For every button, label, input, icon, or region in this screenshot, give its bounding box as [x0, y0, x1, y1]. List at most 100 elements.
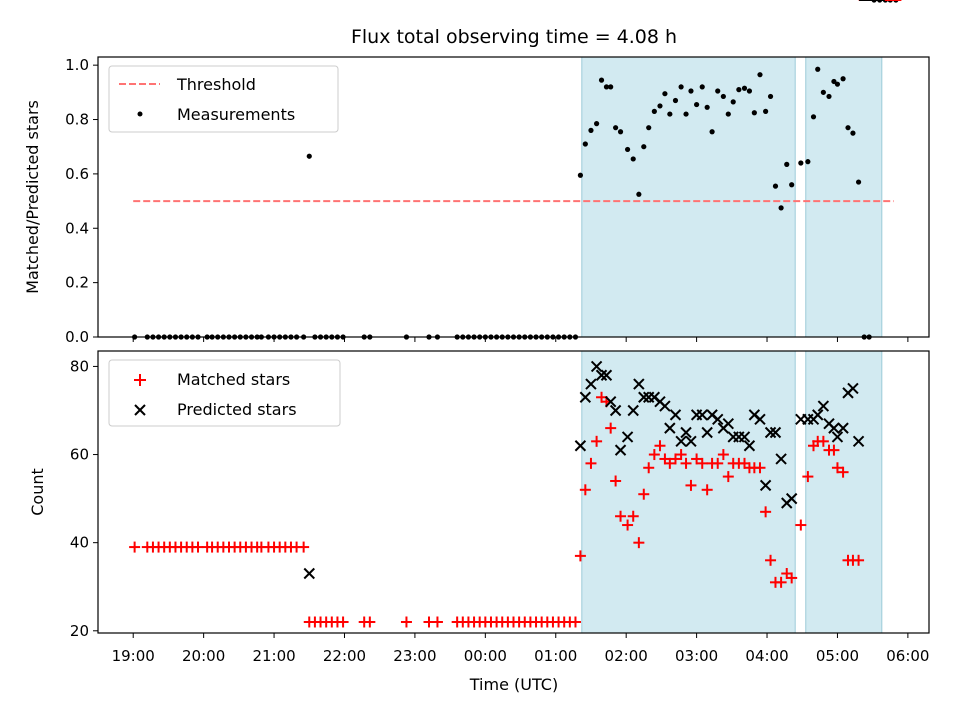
- measurement-point: [704, 104, 710, 110]
- matched-star-marker: [400, 616, 412, 628]
- marker-stroke: [701, 426, 713, 439]
- measurement-point: [840, 76, 846, 82]
- predicted-star-marker: [638, 391, 650, 403]
- predicted-star-marker: [852, 435, 865, 448]
- predicted-star-marker: [303, 567, 315, 580]
- predicted-star-marker: [837, 422, 849, 434]
- observing-windows: [581, 350, 883, 634]
- matched-star-marker: [765, 554, 777, 566]
- marker-stroke: [669, 409, 682, 421]
- matched-star-marker: [685, 479, 697, 491]
- matched-star-marker: [802, 471, 814, 483]
- marker-stroke: [706, 409, 718, 421]
- y-tick-label: 80: [70, 357, 89, 375]
- measurement-point: [678, 84, 684, 90]
- marker-stroke: [590, 360, 603, 373]
- marker-stroke: [759, 479, 772, 492]
- matched-star-marker: [431, 616, 443, 628]
- matched-star-marker: [574, 550, 586, 562]
- predicted-star-marker: [764, 426, 777, 439]
- marker-stroke: [769, 426, 782, 439]
- marker-stroke: [604, 395, 617, 408]
- predicted-star-marker: [627, 404, 639, 417]
- predicted-star-marker: [754, 413, 766, 426]
- matched-star-marker: [760, 506, 772, 518]
- marker-stroke: [852, 435, 865, 448]
- x-tick-label: 23:00: [393, 647, 436, 665]
- x-axis-label: Time (UTC): [469, 675, 558, 694]
- top-legend: Threshold Measurements: [108, 65, 339, 133]
- marker-stroke: [675, 435, 687, 448]
- bottom-axes-frame: [97, 350, 930, 634]
- predicted-star-marker: [685, 435, 697, 448]
- marker-stroke: [633, 378, 645, 390]
- x-tick-label: 04:00: [745, 647, 788, 665]
- marker-stroke: [712, 413, 724, 426]
- matched-star-marker: [638, 488, 650, 500]
- x-tick-label: 20:00: [182, 647, 225, 665]
- y-tick-label: 0.6: [65, 165, 89, 183]
- predicted-star-marker: [817, 400, 830, 412]
- top-y-ticks: 0.0 0.2 0.4 0.6 0.8 1.0: [65, 56, 98, 346]
- measurement-point: [667, 111, 673, 117]
- measurement-point: [751, 110, 757, 116]
- top-axes-frame: [97, 56, 930, 338]
- predicted-star-marker: [621, 431, 634, 443]
- marker-stroke: [785, 492, 798, 505]
- predicted-star-marker: [847, 382, 859, 395]
- measurement-point: [730, 99, 736, 105]
- predicted-star-marker: [574, 440, 587, 452]
- matched-star-marker: [712, 457, 724, 469]
- predicted-star-marker: [675, 435, 687, 448]
- measurement-point: [845, 125, 851, 131]
- threshold-legend-label: Threshold: [176, 75, 256, 94]
- matched-star-marker: [337, 616, 349, 628]
- measurement-point: [613, 125, 619, 131]
- measurement-point: [720, 93, 726, 100]
- marker-stroke: [847, 382, 859, 395]
- measurement-point: [594, 121, 600, 127]
- measurement-point: [805, 159, 811, 165]
- predicted-star-marker: [701, 426, 713, 439]
- marker-stroke: [754, 413, 766, 426]
- predicted-star-marker: [604, 395, 617, 408]
- x-tick-label: 01:00: [534, 647, 577, 665]
- predicted-star-marker: [696, 409, 708, 421]
- x-tick-label: 03:00: [675, 647, 718, 665]
- x-tick-label: 00:00: [464, 647, 507, 665]
- measurement-point: [741, 85, 748, 91]
- y-tick-label: 40: [70, 534, 89, 552]
- matched-star-marker: [643, 462, 655, 474]
- marker-stroke: [614, 444, 627, 456]
- measurement-point: [715, 88, 721, 94]
- predicted-star-marker: [590, 360, 603, 373]
- predicted-star-marker: [600, 369, 613, 381]
- predicted-star-marker: [664, 422, 676, 434]
- predicted-star-marker: [579, 391, 592, 403]
- marker-stroke: [595, 369, 608, 381]
- measurement-point: [772, 183, 779, 189]
- predicted-star-markers: [303, 0, 885, 580]
- x-tick-label: 22:00: [323, 647, 366, 665]
- matched-legend-swatch: [134, 374, 146, 386]
- matched-star-marker: [569, 616, 581, 628]
- measurement-point: [641, 144, 647, 150]
- observing-windows: [581, 56, 883, 338]
- marker-stroke: [831, 431, 844, 443]
- y-tick-label: 60: [70, 446, 89, 464]
- measurement-point: [831, 78, 837, 85]
- measurement-point: [746, 88, 753, 94]
- predicted-star-marker: [680, 426, 692, 439]
- marker-stroke: [621, 431, 634, 443]
- predicted-star-marker: [775, 453, 787, 465]
- measurement-point: [798, 160, 804, 166]
- matched-star-marker: [831, 462, 843, 474]
- x-tick-label: 02:00: [605, 647, 648, 665]
- measurement-point: [789, 182, 795, 188]
- measurement-point: [694, 101, 700, 108]
- matched-star-marker: [633, 537, 645, 549]
- measurement-point: [763, 108, 769, 114]
- predicted-star-marker: [669, 409, 682, 421]
- measurement-point: [736, 87, 742, 93]
- measurement-point: [815, 66, 821, 72]
